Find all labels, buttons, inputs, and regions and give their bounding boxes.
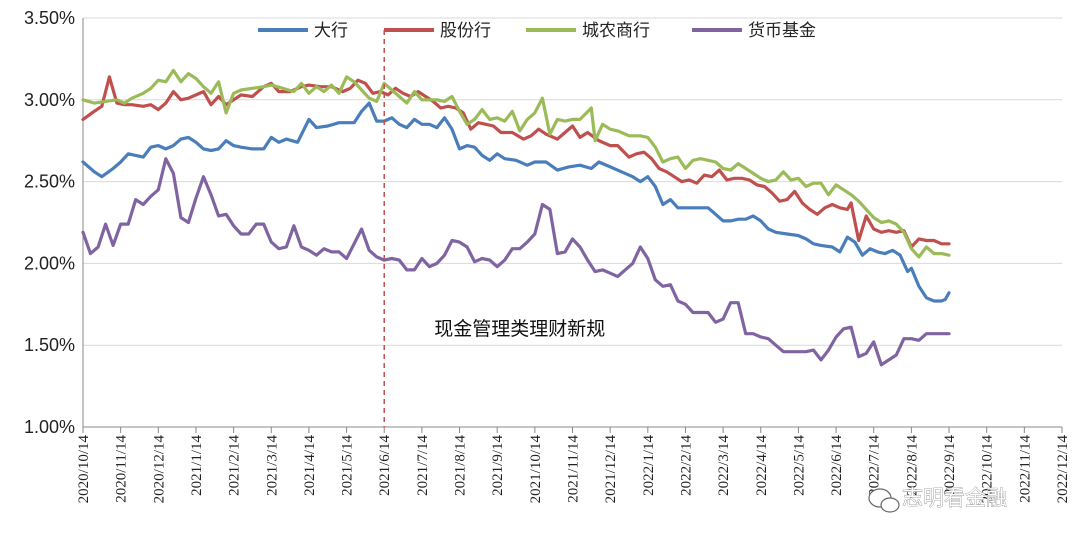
x-tick-label: 2022/8/14 — [904, 435, 920, 496]
x-tick-label: 2022/4/14 — [754, 435, 770, 496]
annotation-layer: 现金管理类理财新规 — [383, 30, 605, 427]
axes — [82, 18, 1063, 433]
y-tick-labels: 1.00% 1.50% 2.00% 2.50% 3.00% 3.50% — [24, 8, 75, 437]
y-tick-label: 1.50% — [24, 335, 75, 355]
legend: 大行 股份行 城农商行 货币基金 — [258, 21, 816, 41]
y-tick-label: 2.50% — [24, 172, 75, 192]
legend-label: 股份行 — [440, 21, 491, 41]
x-tick-label: 2022/3/14 — [716, 435, 732, 496]
x-tick-label: 2022/7/14 — [867, 435, 883, 496]
x-tick-label: 2021/4/14 — [302, 435, 318, 496]
x-tick-label: 2020/11/14 — [114, 435, 130, 503]
x-tick-label: 2022/9/14 — [942, 435, 958, 496]
x-tick-label: 2021/7/14 — [415, 435, 431, 496]
watermark: 志明看金融 — [868, 486, 1007, 513]
x-tick-label: 2021/11/14 — [566, 435, 582, 503]
x-tick-labels: 2020/10/14 2020/11/14 2020/12/14 2021/1/14 2… — [76, 435, 1071, 504]
x-tick-label: 2021/1/14 — [189, 435, 205, 496]
legend-label: 货币基金 — [748, 21, 816, 41]
x-tick-label: 2021/6/14 — [377, 435, 393, 496]
x-tick-label: 2021/5/14 — [340, 435, 356, 496]
y-tick-label: 1.00% — [24, 417, 75, 437]
series-line-4 — [81, 157, 951, 367]
x-tick-label: 2022/2/14 — [678, 435, 694, 496]
x-tick-label: 2020/10/14 — [76, 435, 92, 504]
series-line-3 — [81, 68, 951, 259]
y-tick-label: 2.00% — [24, 253, 75, 273]
watermark-text: 志明看金融 — [902, 486, 1007, 510]
x-tick-label: 2022/6/14 — [829, 435, 845, 496]
x-tick-label: 2021/8/14 — [453, 435, 469, 496]
legend-label: 大行 — [314, 21, 348, 41]
series-lines — [81, 68, 951, 367]
x-tick-label: 2020/12/14 — [151, 435, 167, 504]
x-tick-label: 2022/5/14 — [791, 435, 807, 496]
y-tick-label: 3.50% — [24, 8, 75, 28]
y-tick-label: 3.00% — [24, 90, 75, 110]
x-tick-label: 2021/10/14 — [528, 435, 544, 504]
wechat-bubble-small — [880, 497, 900, 513]
x-tick-label: 2021/2/14 — [227, 435, 243, 496]
wechat-icon — [868, 488, 900, 513]
series-line-2 — [81, 75, 951, 249]
x-tick-label: 2022/11/14 — [1017, 435, 1033, 503]
x-tick-label: 2021/12/14 — [603, 435, 619, 504]
series-line-1 — [81, 101, 951, 303]
x-tick-label: 2022/10/14 — [980, 435, 996, 504]
x-tick-label: 2021/3/14 — [264, 435, 280, 496]
x-tick-label: 2022/1/14 — [641, 435, 657, 496]
grid-lines — [83, 17, 1062, 346]
x-tick-label: 2022/12/14 — [1055, 435, 1071, 504]
x-tick-label: 2021/9/14 — [490, 435, 506, 496]
annotation-text: 现金管理类理财新规 — [434, 318, 605, 340]
legend-label: 城农商行 — [582, 21, 650, 41]
